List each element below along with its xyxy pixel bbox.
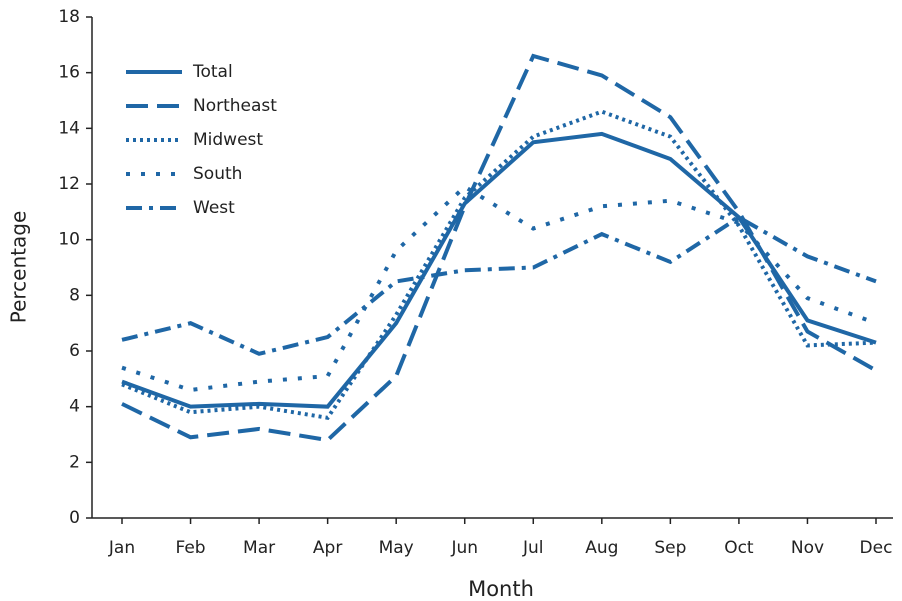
line-series xyxy=(121,109,877,420)
line-series xyxy=(121,215,877,356)
x-tick-label: Apr xyxy=(313,538,342,558)
x-tick-label: Aug xyxy=(585,538,618,558)
y-tick-label: 12 xyxy=(58,174,80,194)
y-tick-label: 10 xyxy=(58,230,80,250)
x-tick-label: Feb xyxy=(175,538,205,558)
line-series xyxy=(121,53,877,443)
x-tick-label: Nov xyxy=(791,538,824,558)
legend-label: Midwest xyxy=(193,130,263,150)
y-tick-label: 2 xyxy=(69,452,80,472)
x-tick-label: Oct xyxy=(724,538,754,558)
y-tick-label: 6 xyxy=(69,341,80,361)
x-tick-label: Jan xyxy=(108,538,135,558)
y-tick-label: 4 xyxy=(69,397,80,417)
y-axis-label: Percentage xyxy=(7,211,31,324)
y-tick-label: 14 xyxy=(58,118,80,138)
y-tick-label: 16 xyxy=(58,63,80,83)
x-tick-label: Mar xyxy=(243,538,275,558)
y-tick-label: 0 xyxy=(69,508,80,528)
legend-label: South xyxy=(193,164,242,184)
legend-label: Total xyxy=(192,62,233,82)
x-tick-label: Jul xyxy=(522,538,544,558)
y-tick-label: 8 xyxy=(69,285,80,305)
x-tick-label: Dec xyxy=(860,538,893,558)
legend-label: Northeast xyxy=(193,96,277,116)
x-tick-label: May xyxy=(379,538,414,558)
x-tick-label: Sep xyxy=(654,538,686,558)
x-axis-label: Month xyxy=(468,577,534,601)
legend-label: West xyxy=(193,198,235,218)
x-tick-label: Jun xyxy=(450,538,478,558)
line-series xyxy=(121,184,877,393)
y-tick-label: 18 xyxy=(58,7,80,27)
